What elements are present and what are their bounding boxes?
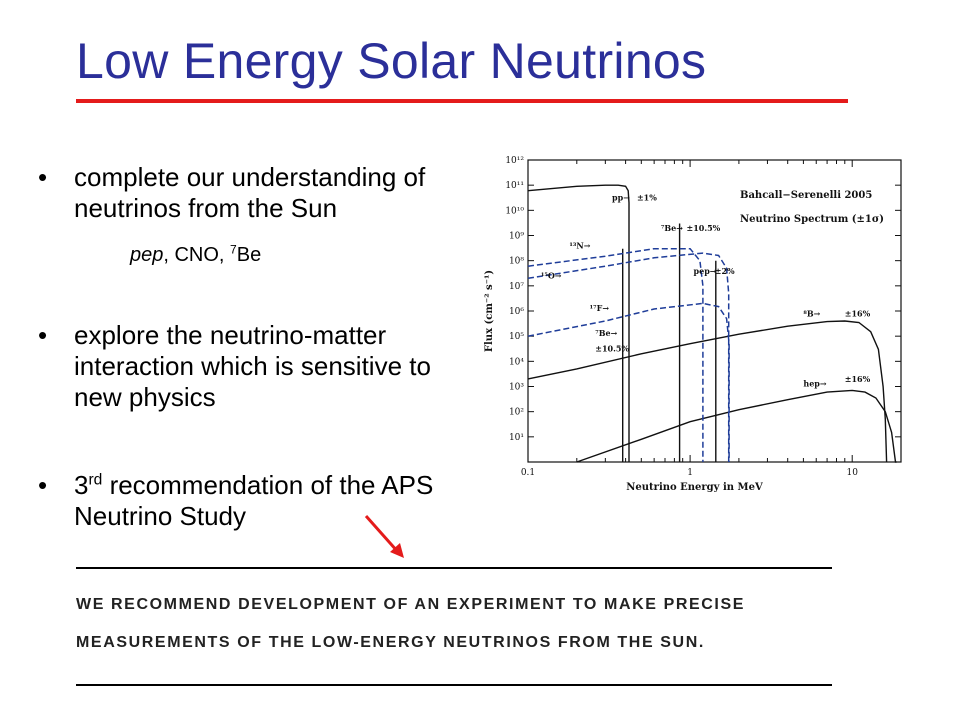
neutrino-spectrum-chart: 10¹² 10¹¹ 10¹⁰ 10⁹ 10⁸ 10⁷ 10⁶ 10⁵ 10⁴ 10³ 10² 10¹ 0… (484, 156, 902, 493)
sub-note-italic: pep (130, 244, 164, 266)
y-tick-label: 10¹² (505, 156, 524, 166)
y-tick-label: 10⁷ (509, 282, 524, 292)
quote-bottom-rule (76, 684, 832, 686)
chart-title: Bahcall−Serenelli 2005 (740, 190, 872, 201)
sub-note-tail: Be (236, 244, 262, 266)
chart-subtitle: Neutrino Spectrum (±1σ) (740, 214, 884, 225)
series-pp-line (527, 184, 630, 462)
y-tick-label: 10³ (509, 383, 524, 393)
chart-annotation: hep→ (803, 379, 827, 389)
chart-annotation: ±1% (637, 192, 657, 202)
y-tick-label: 10⁸ (509, 257, 524, 267)
series-F-line (527, 302, 730, 462)
y-tick-label: 10¹¹ (505, 181, 524, 191)
chart-annotation: ¹³N→ (569, 241, 590, 251)
series-hep-line (576, 389, 897, 463)
chart-annotation: ±16% (845, 374, 871, 384)
x-tick-label: 0.1 (521, 468, 535, 478)
y-tick-label: 10² (509, 408, 524, 418)
bullet-text: explore the neutrino-matter interaction … (74, 320, 431, 412)
chart-annotation: ⁷Be→ (661, 223, 683, 233)
y-tick-label: 10⁶ (509, 307, 524, 317)
quote-top-rule (76, 567, 832, 569)
y-axis-label: Flux (cm⁻² s⁻¹) (484, 270, 495, 352)
bullet-dot-icon: • (38, 320, 48, 350)
sub-note-mid: , CNO, (163, 244, 231, 266)
series-O-line (527, 252, 730, 462)
bullet-text: complete our understanding of neutrinos … (74, 162, 426, 223)
red-arrow-icon (364, 515, 404, 558)
y-tick-label: 10¹ (509, 433, 524, 443)
chart-annotation: ¹⁷F→ (590, 303, 610, 313)
chart-annotation: ±10.5% (686, 223, 720, 233)
bullet-dot-icon: • (38, 162, 48, 192)
x-tick-label: 1 (687, 468, 693, 478)
sub-note: pep, CNO, 7Be (130, 242, 262, 267)
chart-annotation: ⁷Be→ (595, 328, 617, 338)
y-tick-label: 10⁵ (509, 332, 524, 342)
bullet-text: 3rd recommendation of the APS Neutrino S… (74, 470, 434, 531)
chart-annotation: ±10.5% (595, 343, 629, 353)
quote-line-2: MEASUREMENTS OF THE LOW-ENERGY NEUTRINOS… (76, 634, 705, 651)
slide-title: Low Energy Solar Neutrinos (76, 33, 707, 89)
bullet-dot-icon: • (38, 470, 48, 500)
chart-annotation: pep→ (694, 266, 717, 276)
x-axis-label: Neutrino Energy in MeV (626, 482, 763, 493)
chart-annotation: ±2% (715, 266, 735, 276)
title-underline (76, 99, 848, 103)
y-tick-label: 10⁹ (509, 232, 524, 242)
series-B-line (527, 320, 888, 463)
chart-annotation: ¹⁵O→ (541, 270, 562, 280)
chart-annotation: ⁸B→ (803, 309, 820, 319)
x-tick-label: 10 (846, 468, 858, 478)
chart-annotation: pp→ (612, 192, 630, 202)
series-N-line (527, 247, 704, 462)
sub-note-sup: 7 (230, 242, 237, 257)
y-tick-label: 10¹⁰ (505, 206, 524, 216)
y-tick-label: 10⁴ (509, 357, 524, 367)
chart-annotation: ±16% (845, 309, 871, 319)
quote-line-1: WE RECOMMEND DEVELOPMENT OF AN EXPERIMEN… (76, 596, 746, 613)
